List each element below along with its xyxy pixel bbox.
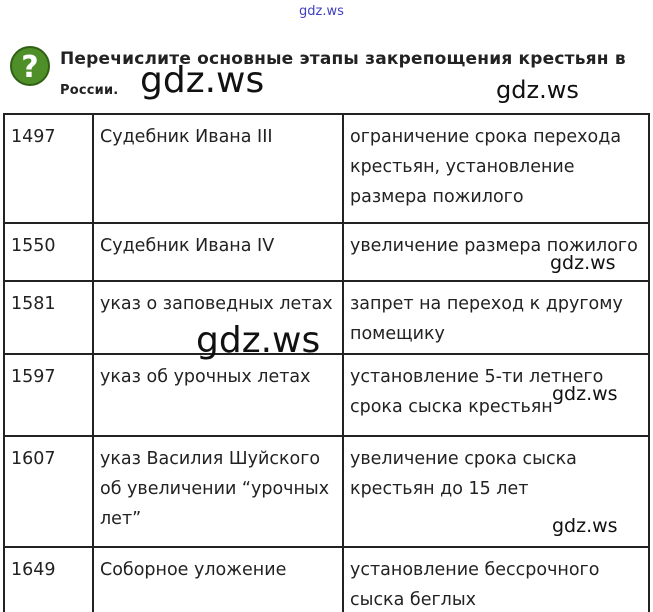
result-cell: установление бессрочного сыска беглых	[342, 546, 650, 612]
year-cell: 1497	[3, 113, 94, 224]
watermark: gdz.ws	[552, 383, 618, 405]
year-cell: 1607	[3, 435, 94, 548]
result-cell: увеличение срока сыска крестьян до 15 ле…	[342, 435, 650, 548]
table-row: 1550 Судебник Ивана IV увеличение размера …	[3, 222, 650, 282]
year-cell: 1581	[3, 280, 94, 355]
table-row: 1581 указ о заповедных летах запрет на пер…	[3, 280, 650, 355]
table-row: 1497 Судебник Ивана III ограничение срока …	[3, 113, 650, 224]
watermark: gdz.ws	[550, 252, 616, 274]
document-cell: Судебник Ивана IV	[92, 222, 344, 282]
document-cell: Судебник Ивана III	[92, 113, 344, 224]
watermark: gdz.ws	[196, 320, 321, 361]
year-cell: 1550	[3, 222, 94, 282]
result-cell: установление 5-ти летнего срока сыска кр…	[342, 353, 650, 437]
result-cell: увеличение размера пожилого	[342, 222, 650, 282]
watermark: gdz.ws	[140, 60, 265, 101]
year-cell: 1597	[3, 353, 94, 437]
document-cell: Соборное уложение	[92, 546, 344, 612]
question-line-2: России.	[60, 83, 119, 98]
watermark: gdz.ws	[552, 515, 618, 537]
watermark: gdz.ws	[299, 4, 344, 19]
question-line-1: Перечислите основные этапы закрепощения …	[60, 49, 626, 69]
result-cell: ограничение срока перехода крестьян, уст…	[342, 113, 650, 224]
table-row: 1649 Соборное уложение установление бессро…	[3, 546, 650, 612]
table-row: 1597 указ об урочных летах установление 5-…	[3, 353, 650, 437]
question-text: Перечислите основные этапы закрепощения …	[60, 44, 653, 106]
question-mark-icon: ?	[10, 46, 50, 86]
result-cell: запрет на переход к другому помещику	[342, 280, 650, 355]
year-cell: 1649	[3, 546, 94, 612]
document-cell: указ о заповедных летах	[92, 280, 344, 355]
document-cell: указ об урочных летах	[92, 353, 344, 437]
table-row: 1607 указ Василия Шуйского об увеличении …	[3, 435, 650, 548]
serfdom-stages-table: 1497 Судебник Ивана III ограничение срока …	[3, 113, 650, 612]
document-cell: указ Василия Шуйского об увеличении “уро…	[92, 435, 344, 548]
watermark: gdz.ws	[496, 76, 579, 104]
